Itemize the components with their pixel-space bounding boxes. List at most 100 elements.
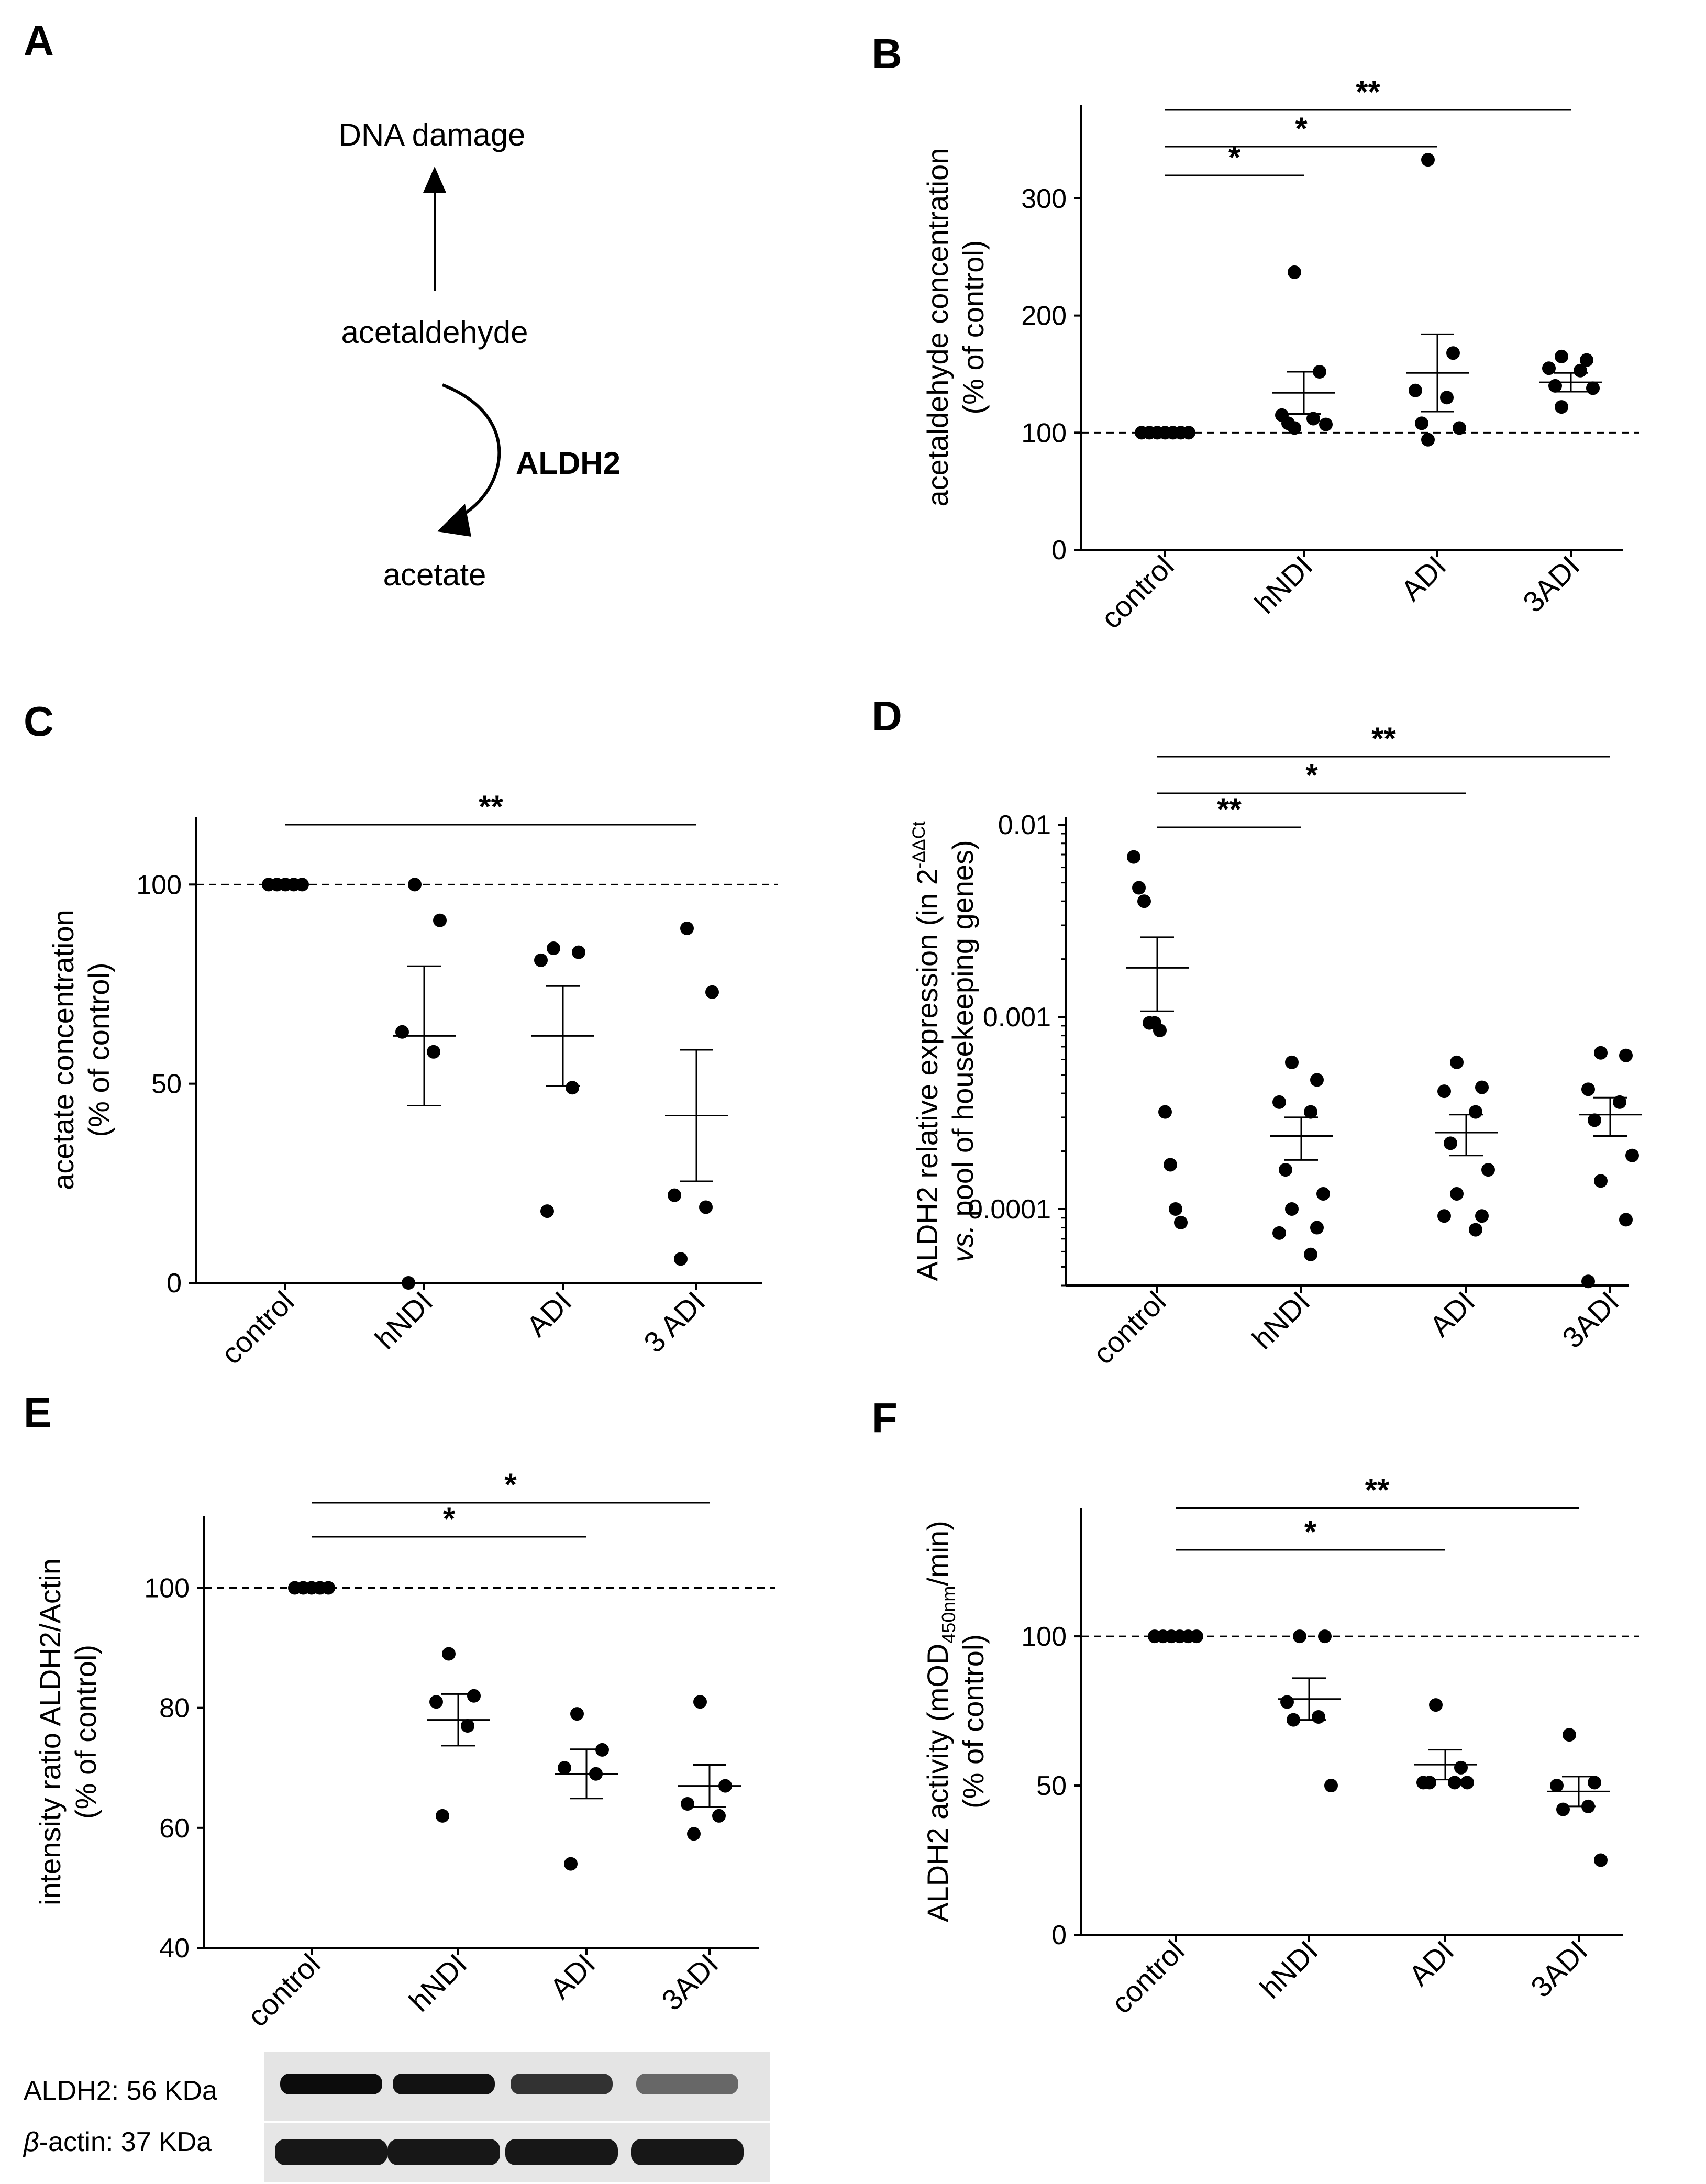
significance-label: ** — [479, 789, 503, 824]
data-point — [1272, 1226, 1286, 1240]
data-point — [1453, 421, 1466, 435]
panel-letter: B — [872, 30, 902, 77]
data-point — [461, 1719, 474, 1733]
data-point — [1316, 1187, 1330, 1201]
data-point — [1444, 1136, 1457, 1150]
data-point — [1440, 391, 1454, 405]
data-point — [540, 1204, 554, 1218]
y-axis-label-line2: vs. pool of housekeeping genes) — [946, 840, 979, 1262]
data-point — [1421, 153, 1435, 167]
data-point — [467, 1689, 481, 1703]
data-point — [534, 953, 548, 967]
data-point — [322, 1581, 335, 1595]
data-point — [1581, 1082, 1595, 1096]
significance-label: * — [1228, 140, 1241, 175]
acetaldehyde-label: acetaldehyde — [341, 315, 528, 350]
y-tick-label: 300 — [1021, 184, 1067, 214]
data-point — [1574, 363, 1587, 378]
significance-label: * — [504, 1467, 517, 1502]
significance-label: ** — [1356, 74, 1380, 109]
data-point — [1409, 383, 1422, 397]
y-axis-label-line1: ALDH2 relative expression (in 2 — [911, 869, 944, 1281]
data-point — [558, 1761, 571, 1775]
data-point — [1182, 426, 1195, 440]
data-point — [1448, 1776, 1461, 1790]
data-point — [547, 941, 560, 956]
data-point — [687, 1827, 701, 1841]
aldh2-curved-arrow — [441, 383, 501, 520]
blot-label-actin-text: -actin: 37 KDa — [39, 2127, 212, 2157]
category-label: ADI — [1402, 1934, 1460, 1992]
data-point — [1586, 381, 1600, 395]
data-point — [1469, 1105, 1482, 1119]
panel-letter: D — [872, 693, 902, 739]
band-actin — [505, 2139, 618, 2165]
data-point — [1306, 412, 1320, 426]
panel-c-chart: C 0 50 100 control hNDI ADI 3 ADI acetate concen… — [24, 698, 778, 1370]
y-axis-label-line2: (% of control) — [957, 240, 990, 415]
category-label: control — [1087, 1285, 1172, 1370]
y-axis-label-line1: ALDH2 activity (mOD — [921, 1644, 954, 1922]
y-tick-label: 80 — [159, 1693, 190, 1724]
y-tick-label: 0 — [1051, 535, 1067, 566]
data-point — [1563, 1728, 1576, 1742]
y-axis-label: ALDH2 activity (mOD450nm/min) (% of contr… — [921, 1521, 990, 1922]
data-point — [680, 921, 694, 935]
panel-f-chart: F 0 50 100 control hNDI ADI 3ADI ALDH2 activity … — [872, 1394, 1639, 2020]
data-point — [408, 878, 422, 892]
y-axis-label: acetaldehyde concentration(% of control) — [921, 148, 990, 507]
panel-b-chart: B 0 100 200 300 control hNDI ADI 3ADI acetaldehyd… — [872, 30, 1639, 635]
y-axis-label: intensity ratio ALDH2/Actin(% of control… — [34, 1558, 102, 1905]
aldh2-arrowhead — [437, 504, 471, 537]
panel-letter: F — [872, 1394, 898, 1441]
blot-label-actin: β-actin: 37 KDa — [23, 2127, 212, 2157]
panel-a: A DNA damage acetaldehyde ALDH2 acetate — [24, 17, 621, 592]
panel-a-letter: A — [24, 17, 54, 64]
panel-e-chart: E 40 60 80 100 control hNDI ADI 3ADI intensity ra… — [24, 1389, 775, 2033]
dna-damage-arrowhead — [423, 167, 446, 193]
blot-label-aldh2: ALDH2: 56 KDa — [24, 2076, 217, 2106]
data-point — [1437, 1209, 1451, 1223]
y-tick-label: 0.001 — [983, 1002, 1051, 1033]
data-point — [1556, 1802, 1570, 1816]
data-point — [1450, 1055, 1464, 1069]
blot-bands — [275, 2074, 744, 2165]
y-tick-label: 100 — [1021, 418, 1067, 448]
data-point — [1594, 1853, 1608, 1867]
band-actin — [387, 2139, 500, 2165]
y-axis-label-vs: vs. — [946, 1225, 979, 1262]
y-tick-label: 50 — [1036, 1771, 1067, 1801]
data-point — [1481, 1163, 1495, 1177]
data-point — [1548, 379, 1562, 393]
data-point — [1190, 1629, 1203, 1644]
category-label: control — [241, 1947, 326, 2033]
data-point — [433, 913, 447, 927]
data-point — [1613, 1095, 1626, 1109]
data-point — [1318, 1629, 1332, 1644]
data-point — [699, 1200, 713, 1214]
y-axis-label-line2: (% of control) — [957, 1634, 990, 1809]
band-aldh2 — [280, 2074, 382, 2094]
data-point — [1310, 1073, 1324, 1087]
category-label: control — [215, 1285, 300, 1370]
category-label: hNDI — [1254, 1934, 1324, 2005]
data-point — [674, 1252, 688, 1266]
data-point — [1475, 1080, 1489, 1094]
data-point — [1288, 265, 1301, 279]
data-point — [712, 1809, 726, 1823]
data-point — [1132, 881, 1146, 895]
data-point — [1429, 1698, 1443, 1712]
data-point — [1460, 1776, 1474, 1790]
aldh2-enzyme-label: ALDH2 — [516, 446, 621, 481]
category-label: hNDI — [1246, 1285, 1316, 1356]
data-point — [1581, 1274, 1595, 1289]
data-point — [668, 1188, 681, 1202]
data-point — [705, 985, 719, 999]
data-point — [1169, 1202, 1182, 1216]
y-tick-label: 60 — [159, 1813, 190, 1844]
y-tick-label: 50 — [151, 1069, 182, 1100]
y-tick-label: 0.0001 — [968, 1194, 1051, 1225]
data-point — [1619, 1048, 1633, 1062]
data-point — [402, 1276, 415, 1290]
y-axis-label-line1: intensity ratio ALDH2/Actin — [34, 1558, 67, 1905]
